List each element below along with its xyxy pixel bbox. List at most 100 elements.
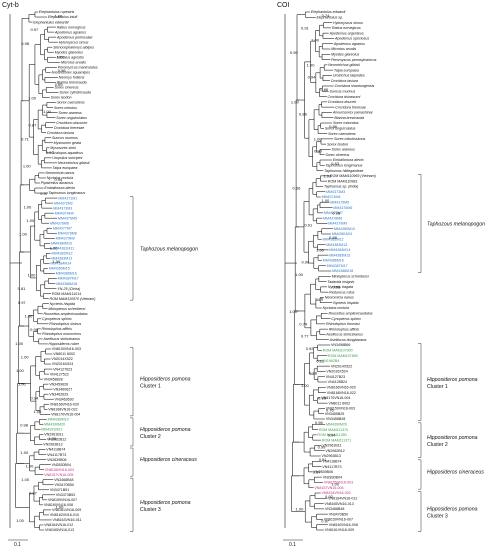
tip-label: Urotrichus talpoides (333, 74, 365, 78)
tip-label: Myodes glareolus (55, 50, 83, 54)
tip-label: Apodemus argenteus (328, 31, 363, 35)
group-label: Taphozous melanopogon (427, 221, 485, 227)
group-label: Taphozous melanopogon (140, 246, 198, 252)
tip-label: VN8157VN16-005 (44, 473, 73, 477)
tip-label: MM4374M4 (55, 211, 74, 215)
tip-label: Rhinolophus affinis (329, 327, 360, 331)
tip-label: Sorex cylindricauda (59, 91, 90, 95)
tip-label: MM4388M18 (56, 282, 77, 286)
support-value: 1.00 (55, 14, 64, 19)
tip-label: Nyctalus noctula (47, 176, 73, 180)
tip-label: VN8161VN16-009 (325, 528, 354, 532)
tip-label: Microtus arvalis (61, 60, 86, 64)
tip-label: VN8166VN16-020 (327, 385, 356, 389)
tip-label: ROM MAM110983 (328, 179, 358, 183)
tip-label: Sorex minutus (54, 106, 77, 110)
support-value: 0.77 (301, 334, 310, 339)
tip-label: Elephantulus intufi (48, 15, 78, 19)
panel-title: COI (277, 2, 290, 9)
tip-label: VN4127623 (53, 367, 72, 371)
tip-label: Taphozous sp. (India) (324, 185, 358, 189)
support-value: 1.00 (19, 232, 28, 237)
support-value: 0.90 (301, 260, 310, 265)
tip-label: VN3471B51 (50, 488, 69, 492)
tip-label: Hipposideros ruber (49, 342, 80, 346)
support-value: 1.00 (23, 204, 32, 209)
tip-label: VN8157VN16-005 (314, 486, 343, 490)
support-value: 1.00 (321, 198, 330, 203)
group-label: Hipposideros cineraceus (140, 457, 197, 463)
tip-label: MM4374M4 (322, 195, 341, 199)
tip-label: VN4118B74 (322, 459, 341, 463)
tip-label: Mysosorex zinki (50, 146, 76, 150)
support-value: 1.00 (296, 506, 305, 511)
tip-label: MM4382M12 (52, 252, 73, 256)
tip-label: Microtus arvalis (331, 47, 356, 51)
tip-label: Aselliscus stoliczkanus (325, 333, 363, 337)
tip-label: Miniopterus schreibersi (48, 307, 85, 311)
tip-label: VN3462629 (49, 392, 68, 396)
tip-label: Elephantulus sp. (316, 15, 343, 19)
tip-label: MM4385M15 (49, 267, 70, 271)
tip-label: MM4383M13 (326, 243, 347, 247)
support-value: 1.00 (28, 95, 37, 100)
support-value: 1.00 (26, 463, 35, 468)
support-value: 0.91 (316, 358, 325, 363)
tip-label: Neoromicia nanus (325, 296, 354, 300)
support-value: 1.00 (289, 309, 298, 314)
tip-label: VN2830B04 (52, 463, 71, 467)
group-label: Hipposideros pomona (427, 435, 478, 441)
tip-label: ROM MAM110969 (Vietnam) (330, 174, 376, 178)
support-value: 1.00 (56, 504, 65, 509)
tip-label: Aselliscus dongbacana (329, 338, 367, 342)
support-value: 0.91 (301, 25, 310, 30)
tip-label: VN4127522 (50, 372, 69, 376)
tip-label: VN3458B28 (326, 417, 345, 421)
tip-label: Sorex unguiculatus (56, 116, 87, 120)
group-label: Hipposideros pomona (427, 507, 478, 513)
tip-label: VN4128B24 (328, 380, 347, 384)
tip-label: VN8165VN16-013 (325, 502, 354, 506)
tip-label: Rhinolophus sinicus (49, 322, 81, 326)
tip-label: VN3463630 (55, 397, 74, 401)
support-value: 1.00 (15, 341, 24, 346)
tip-label: Crocidura douceti (328, 100, 356, 104)
support-value: 1.00 (16, 518, 25, 523)
tip-label: MM4373M3 (53, 206, 72, 210)
tip-label: Rhinolophus thomasi (326, 322, 360, 326)
tip-label: Taphozous longimanus (48, 191, 85, 195)
tip-label: VN3459626 (49, 382, 68, 386)
tip-label: MM4380M10 (334, 227, 355, 231)
tip-label: MM4383M13 (51, 257, 72, 261)
tip-label: Hylomyscus simus (333, 21, 363, 25)
tip-label: MM4384M14 (50, 262, 71, 266)
support-value: 1.00 (316, 247, 325, 252)
tip-label: Sorex unguiculatus (325, 126, 356, 130)
support-value: 0.92 (325, 494, 334, 499)
support-value: 1.00 (21, 354, 30, 359)
group-label: Hipposideros pomona (140, 427, 191, 433)
tip-label: VN8170VN16-004 (321, 396, 350, 400)
tip-label: Sorex caecutiens (57, 101, 85, 105)
support-value: 0.96 (315, 420, 324, 425)
tip-label: Neoromicia nanus (45, 171, 74, 175)
support-value: 0.90 (314, 149, 323, 154)
tip-label: VN2016X524 (326, 370, 347, 374)
group-label: Hipposideros pomona (140, 377, 191, 383)
tip-label: ROM MAM111350 (317, 433, 346, 437)
tip-label: VN8160VN16-008 (44, 503, 73, 507)
tip-label: Reduncus rufus (329, 290, 354, 294)
tip-label: Elephantulus rupestris (39, 10, 75, 14)
tip-label: VN2961B11 (44, 433, 63, 437)
support-value: 0.91 (319, 457, 328, 462)
tip-label: Taphozous longimanus (326, 163, 363, 167)
tip-label: Crocidura theresae (335, 105, 366, 109)
support-value: 0.76 (315, 297, 324, 302)
tip-label: Suncus murinus (329, 89, 355, 93)
support-value: 1.00 (307, 62, 316, 67)
tip-label: Sorex araneus (331, 148, 355, 152)
tip-label: VN8150VN16-003 (52, 347, 81, 351)
support-value: 0.98 (332, 210, 341, 215)
tip-label: MM4387M17 (327, 264, 348, 268)
